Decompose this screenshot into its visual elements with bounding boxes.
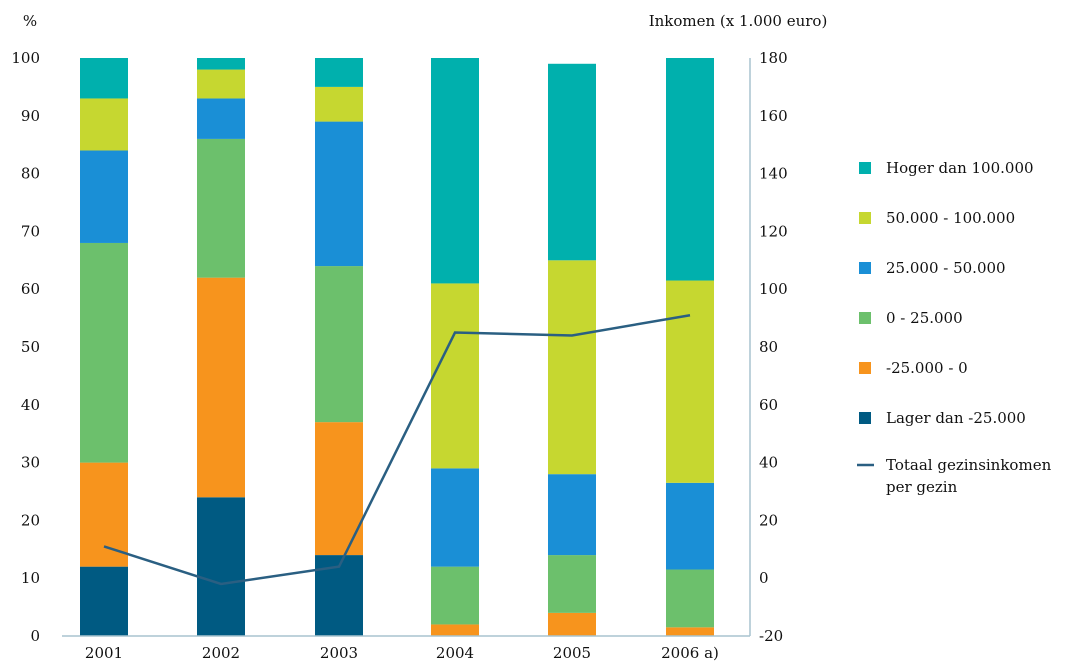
bar-segment bbox=[80, 98, 128, 151]
bar-segment bbox=[80, 566, 128, 636]
axes-layer bbox=[62, 58, 751, 637]
bar-segment bbox=[80, 462, 128, 567]
bar-segment bbox=[315, 266, 363, 423]
bar-segment bbox=[80, 242, 128, 463]
right-tick-labels: -20 0 20 40 60 80 100 120 140 160 180 bbox=[759, 49, 788, 645]
legend-swatch bbox=[859, 412, 871, 424]
right-tick-label: 60 bbox=[759, 396, 778, 414]
bar-segment bbox=[666, 482, 714, 570]
right-tick-label: 0 bbox=[759, 569, 769, 587]
left-tick-label: 100 bbox=[11, 49, 40, 67]
legend-swatch bbox=[859, 212, 871, 224]
legend-swatch bbox=[859, 312, 871, 324]
total-income-line bbox=[103, 313, 691, 586]
legend-label: 50.000 - 100.000 bbox=[886, 209, 1015, 227]
bar-segment bbox=[666, 569, 714, 628]
bar-segment bbox=[666, 58, 714, 281]
left-tick-label: 80 bbox=[21, 165, 40, 183]
x-tick-label: 2006 a) bbox=[661, 644, 719, 662]
right-tick-label: 40 bbox=[759, 454, 778, 472]
bar-segment bbox=[548, 555, 596, 613]
bar-segment bbox=[315, 58, 363, 87]
legend-swatch bbox=[859, 262, 871, 274]
x-tick-label: 2003 bbox=[320, 644, 358, 662]
bar-segment bbox=[666, 627, 714, 636]
left-tick-labels: 0 10 20 30 40 50 60 70 80 90 100 bbox=[11, 49, 40, 645]
x-tick-label: 2004 bbox=[436, 644, 474, 662]
bar-segment bbox=[431, 566, 479, 625]
bar-segment bbox=[548, 612, 596, 636]
left-tick-label: 10 bbox=[21, 569, 40, 587]
right-axis-label: Inkomen (x 1.000 euro) bbox=[649, 12, 828, 30]
bar-segment bbox=[197, 58, 245, 70]
bar-segment bbox=[197, 277, 245, 498]
left-tick-label: 40 bbox=[21, 396, 40, 414]
bar-segment bbox=[80, 150, 128, 243]
bar-segment bbox=[431, 624, 479, 636]
bar-segment bbox=[548, 260, 596, 475]
bar-segment bbox=[666, 280, 714, 483]
bar-segment bbox=[197, 98, 245, 139]
right-tick-label: 160 bbox=[759, 107, 788, 125]
x-tick-label: 2005 bbox=[553, 644, 591, 662]
bar-segment bbox=[315, 121, 363, 267]
left-tick-label: 50 bbox=[21, 338, 40, 356]
right-tick-label: 180 bbox=[759, 49, 788, 67]
left-tick-label: 0 bbox=[30, 627, 40, 645]
right-tick-label: 100 bbox=[759, 280, 788, 298]
bar-segment bbox=[431, 283, 479, 469]
legend-label: Hoger dan 100.000 bbox=[886, 159, 1034, 177]
bar-segment bbox=[197, 497, 245, 636]
right-tick-label: 20 bbox=[759, 511, 778, 529]
left-tick-label: 30 bbox=[21, 454, 40, 472]
legend-label: 25.000 - 50.000 bbox=[886, 259, 1006, 277]
legend: Hoger dan 100.000 50.000 - 100.000 25.000 … bbox=[857, 159, 1052, 496]
right-tick-label: 80 bbox=[759, 338, 778, 356]
legend-line-label: Totaal gezinsinkomen bbox=[886, 456, 1052, 474]
right-tick-label: 120 bbox=[759, 222, 788, 240]
legend-swatch bbox=[859, 362, 871, 374]
left-tick-label: 90 bbox=[21, 107, 40, 125]
bar-segment bbox=[431, 58, 479, 284]
bar-segment bbox=[431, 468, 479, 567]
left-axis-label: % bbox=[23, 12, 37, 30]
x-tick-label: 2001 bbox=[85, 644, 123, 662]
left-tick-label: 20 bbox=[21, 511, 40, 529]
legend-label: -25.000 - 0 bbox=[886, 359, 968, 377]
legend-label: Lager dan -25.000 bbox=[886, 409, 1026, 427]
bar-segment bbox=[80, 58, 128, 99]
bar-segment bbox=[197, 69, 245, 99]
bar-layer bbox=[80, 58, 714, 636]
legend-label: 0 - 25.000 bbox=[886, 309, 963, 327]
bar-segment bbox=[548, 63, 596, 261]
bar-segment bbox=[548, 474, 596, 556]
x-tick-labels: 2001 2002 2003 2004 2005 2006 a) bbox=[85, 644, 719, 662]
legend-line-label: per gezin bbox=[886, 478, 958, 496]
x-tick-label: 2002 bbox=[202, 644, 240, 662]
right-tick-label: -20 bbox=[759, 627, 783, 645]
legend-swatch bbox=[859, 162, 871, 174]
bar-segment bbox=[315, 86, 363, 122]
line-layer bbox=[103, 313, 691, 586]
right-tick-label: 140 bbox=[759, 165, 788, 183]
left-tick-label: 60 bbox=[21, 280, 40, 298]
left-tick-label: 70 bbox=[21, 222, 40, 240]
bar-segment bbox=[197, 138, 245, 278]
